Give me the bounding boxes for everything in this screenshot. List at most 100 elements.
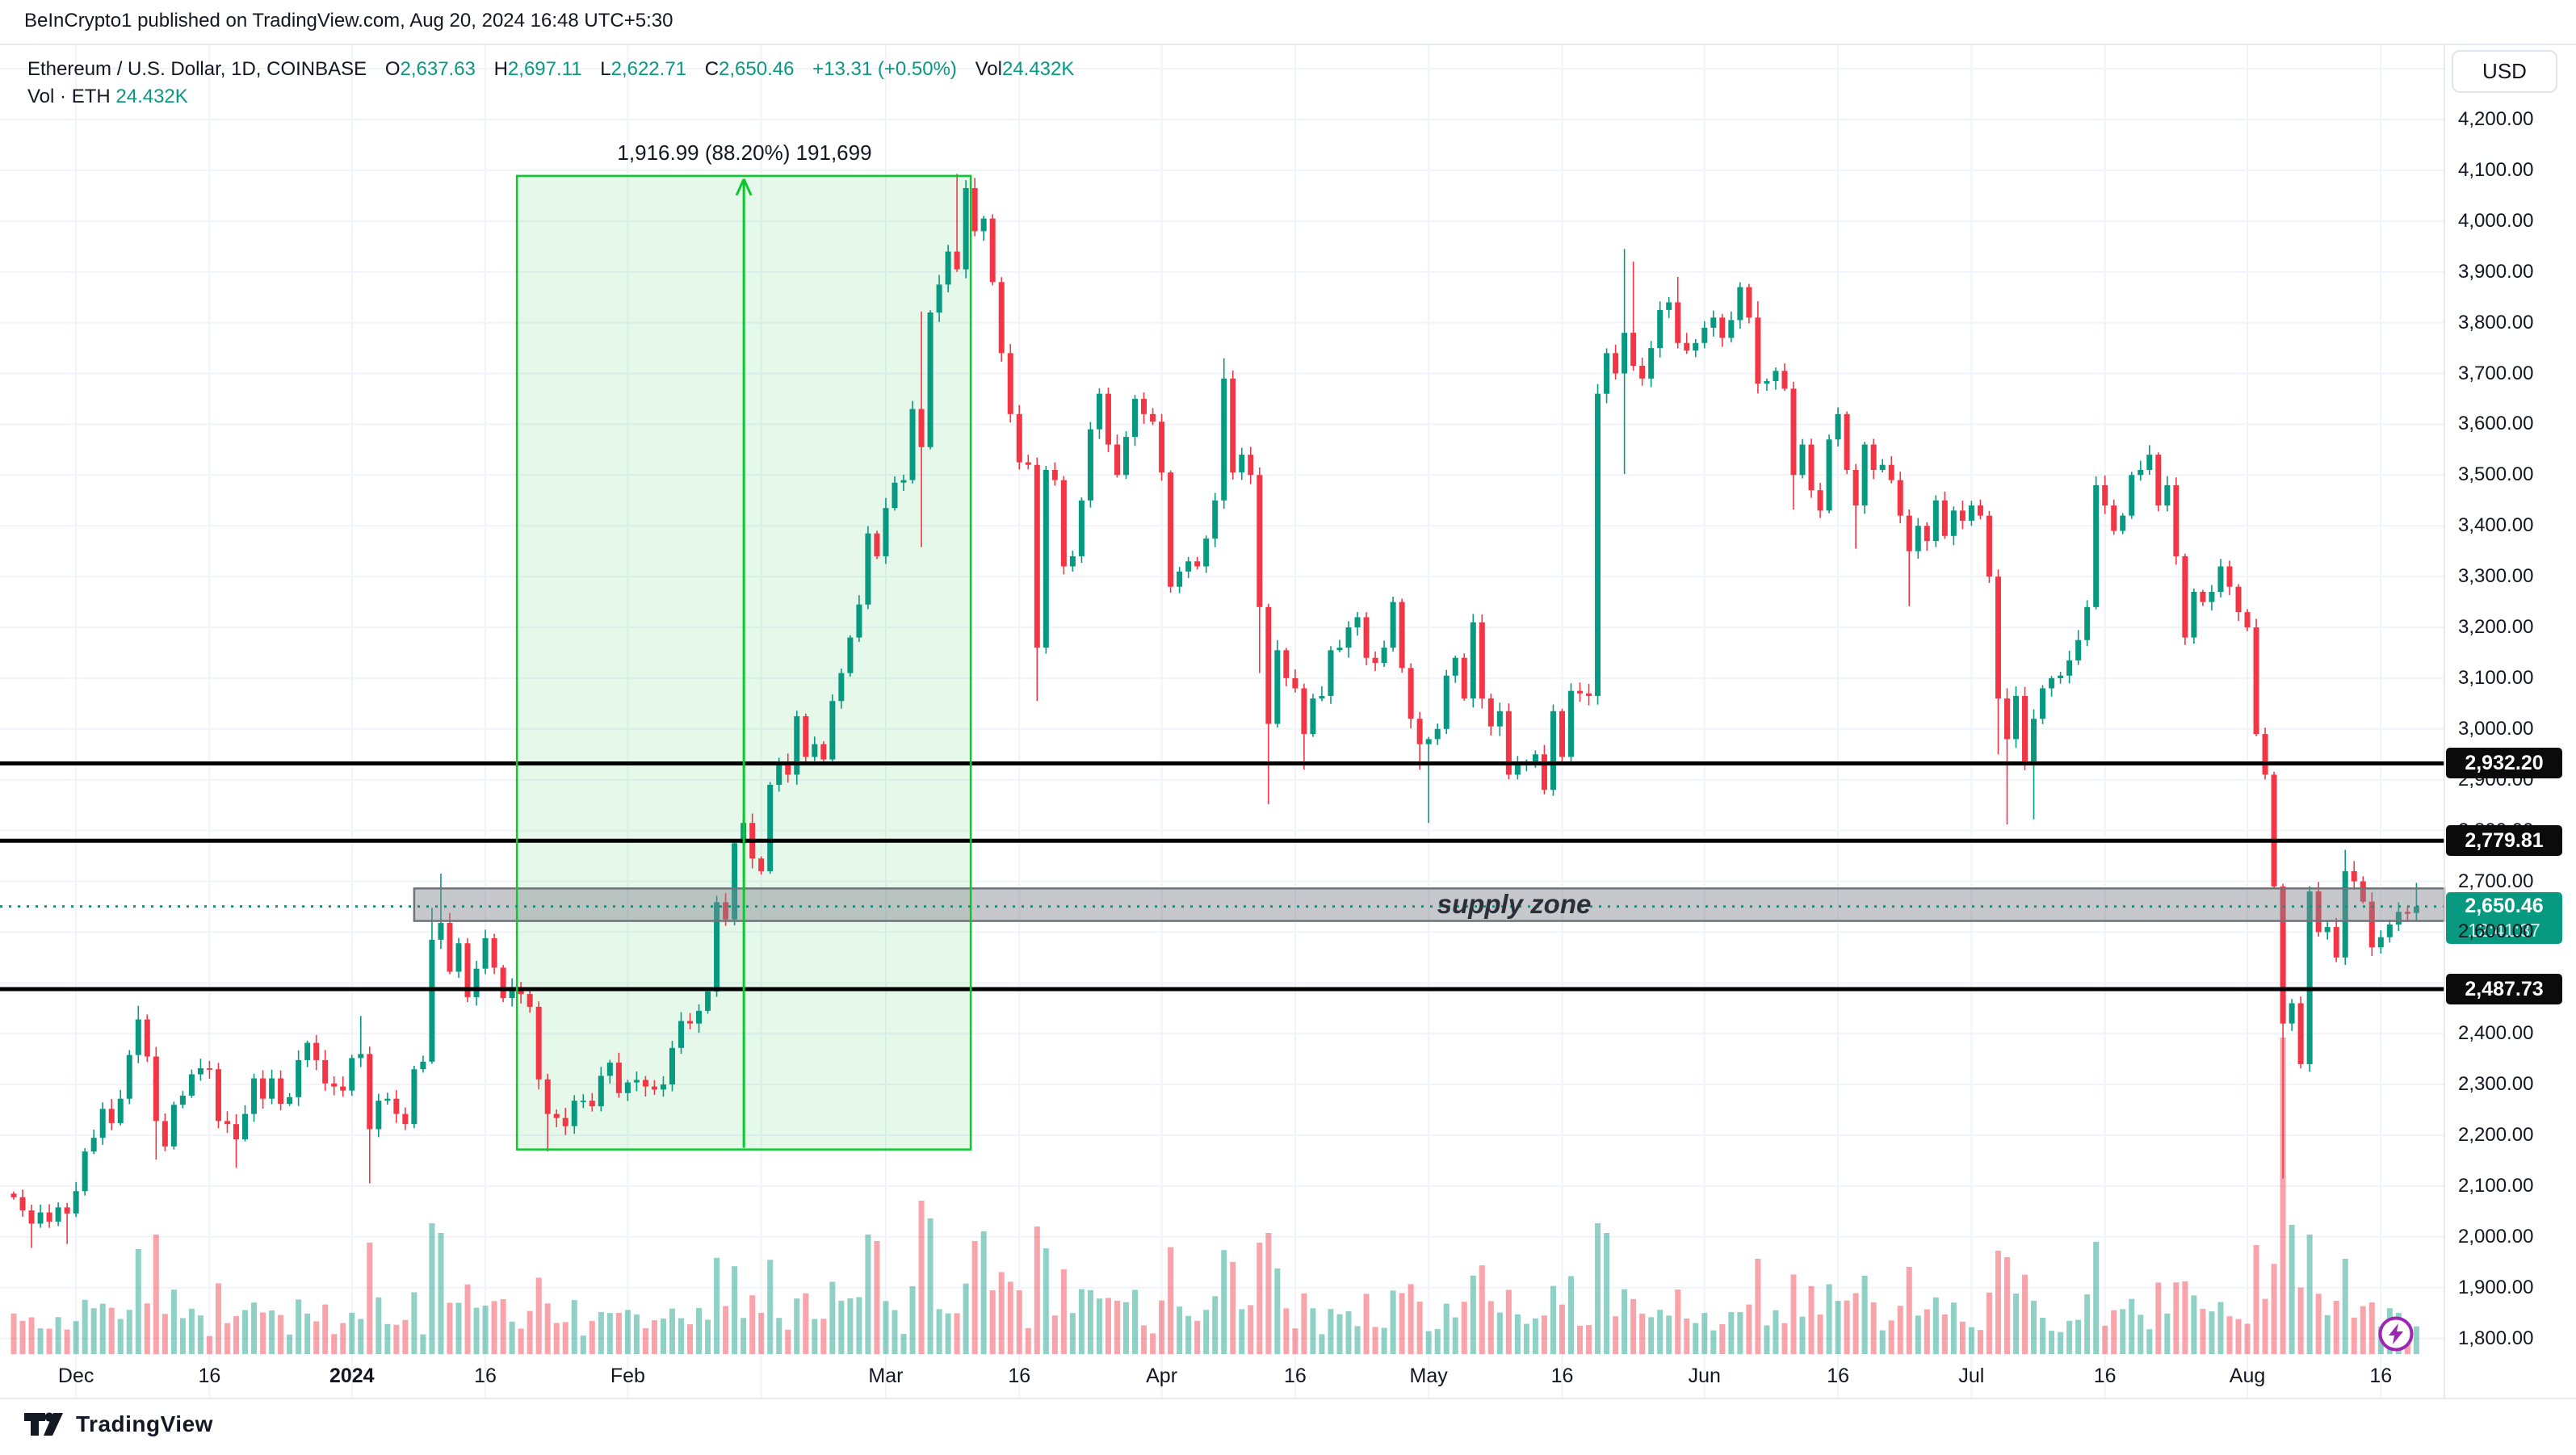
volume-bar <box>313 1321 320 1354</box>
candle-body <box>2395 912 2402 925</box>
volume-bar <box>900 1334 907 1354</box>
time-scale-axis[interactable]: Dec 16 2024 16 Feb Mar 16 Apr 16 May 16 Jun 16 Jul 16 A… <box>0 1356 2444 1398</box>
volume-bar <box>535 1277 542 1354</box>
volume-bar <box>963 1283 969 1354</box>
volume-bar <box>224 1323 230 1354</box>
volume-bar <box>1043 1248 1049 1354</box>
candle-body <box>776 761 782 785</box>
candle-body <box>571 1101 577 1126</box>
volume-bar <box>2368 1302 2375 1354</box>
time-tick-label: Jul <box>1958 1365 1985 1387</box>
volume-bar <box>954 1313 960 1354</box>
volume-bar <box>179 1318 186 1354</box>
candle-body <box>883 508 889 556</box>
candle-body <box>1034 464 1040 648</box>
candle-body <box>1728 320 1735 338</box>
currency-toggle-button[interactable]: USD <box>2452 50 2557 93</box>
tradingview-logo-icon <box>24 1412 63 1436</box>
symbol-legend[interactable]: Ethereum / U.S. Dollar, 1D, COINBASE O2,… <box>27 58 1074 81</box>
current-price-value: 2,650.46 <box>2465 894 2544 917</box>
volume-bar <box>1835 1301 1841 1354</box>
candle-body <box>455 943 462 972</box>
candle-body <box>847 637 854 673</box>
price-tick-label: 2,100.00 <box>2458 1174 2534 1197</box>
volume-bar <box>2066 1320 2073 1354</box>
volume-bar <box>37 1328 44 1354</box>
measurement-box-border[interactable] <box>515 174 972 1151</box>
volume-bar <box>1906 1267 1912 1354</box>
candle-body <box>2209 591 2215 602</box>
candle-body <box>1968 505 1974 521</box>
candle-body <box>1470 622 1476 699</box>
candle-body <box>1319 695 1325 699</box>
time-tick-label: 16 <box>198 1365 221 1387</box>
volume-bar <box>1799 1316 1806 1354</box>
candle-body <box>936 284 942 313</box>
candle-body <box>1639 366 1646 379</box>
volume-bar <box>829 1281 836 1354</box>
price-scale-axis[interactable]: 2,650.46 12:41:37 1,800.00 1,900.00 2,000.… <box>2444 44 2576 1398</box>
candle-body <box>2235 586 2242 613</box>
candle-body <box>1461 657 1467 699</box>
volume-bar <box>874 1241 880 1354</box>
candle-body <box>1185 561 1192 572</box>
candle-body <box>1781 371 1788 389</box>
candle-body <box>714 902 720 992</box>
volume-bar <box>1622 1289 1628 1354</box>
candle-body <box>1710 317 1717 328</box>
candle-body <box>2013 695 2019 740</box>
candle-body <box>82 1151 88 1192</box>
volume-bar <box>1559 1304 1565 1354</box>
volume-study-legend[interactable]: Vol · ETH 24.432K <box>27 86 188 108</box>
time-tick-label: May <box>1409 1365 1448 1387</box>
volume-bar <box>1746 1304 1752 1354</box>
volume-bar <box>1852 1293 1859 1354</box>
price-tick-label: 3,000.00 <box>2458 717 2534 740</box>
volume-bar <box>669 1308 675 1354</box>
volume-bar <box>393 1324 400 1354</box>
volume-bar <box>696 1307 703 1354</box>
volume-study-value: 24.432K <box>115 86 188 107</box>
volume-bar <box>170 1289 177 1354</box>
candle-body <box>126 1055 132 1099</box>
candle-body <box>1123 437 1129 476</box>
volume-bar <box>1666 1315 1672 1354</box>
volume-bar <box>2297 1287 2304 1354</box>
volume-bar <box>46 1328 52 1354</box>
candle-body <box>251 1078 258 1114</box>
volume-bar <box>714 1257 720 1354</box>
volume-label: Vol <box>975 58 1002 80</box>
volume-bar <box>1879 1330 1886 1354</box>
candle-body <box>2111 505 2117 531</box>
time-tick-label: 2024 <box>329 1365 375 1387</box>
candle-body <box>242 1113 249 1140</box>
candle-body <box>1168 472 1174 587</box>
volume-bar <box>1425 1331 1432 1354</box>
candle-body <box>1363 617 1370 658</box>
volume-bar <box>73 1321 79 1354</box>
volume-bar <box>99 1303 106 1354</box>
supply-zone-band[interactable] <box>413 887 2446 922</box>
measurement-arrowhead <box>742 178 753 196</box>
volume-bar <box>1159 1300 1165 1354</box>
candle-body <box>1613 353 1619 374</box>
candle-body <box>1194 561 1201 567</box>
volume-bar <box>518 1328 524 1354</box>
close-label: C <box>704 58 720 80</box>
candle-body <box>945 251 951 285</box>
candle-body <box>1292 677 1298 689</box>
candle-body <box>1604 353 1610 394</box>
tradingview-logo[interactable]: TradingView <box>24 1411 213 1437</box>
candle-body <box>1372 657 1378 664</box>
volume-bar <box>633 1315 640 1354</box>
candle-body <box>313 1042 320 1060</box>
candle-body <box>624 1082 631 1093</box>
volume-bar <box>980 1231 987 1354</box>
lightning-badge-icon[interactable] <box>2377 1315 2414 1352</box>
volume-bar <box>1888 1320 1894 1354</box>
volume-bar <box>296 1299 302 1354</box>
candle-body <box>1764 380 1770 384</box>
candle-body <box>1051 470 1058 480</box>
